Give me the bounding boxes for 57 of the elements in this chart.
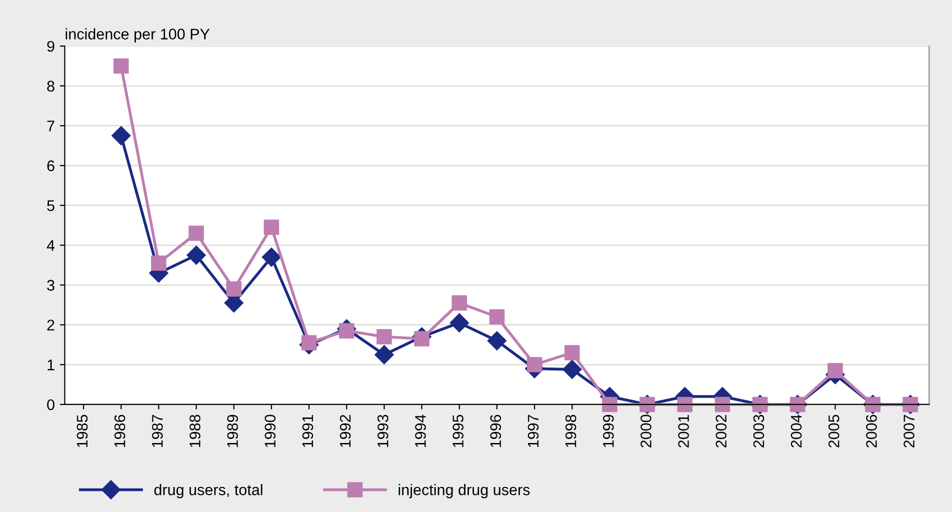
x-tick-label: 1988: [190, 414, 200, 448]
x-tick-label: 1985: [76, 414, 88, 448]
x-tick-label: 1986: [114, 414, 126, 448]
point: [264, 220, 280, 235]
point: [564, 345, 580, 360]
point: [450, 313, 469, 332]
point: [113, 58, 129, 74]
point: [186, 246, 206, 265]
point: [714, 396, 730, 412]
point: [677, 396, 692, 412]
x-tick-label: 1996: [490, 414, 502, 448]
point: [376, 329, 392, 344]
legend-label: injecting drug users: [398, 484, 530, 498]
point: [226, 281, 242, 297]
x-tick-label: 2007: [904, 414, 914, 448]
x-tick-label: 2004: [790, 414, 802, 448]
legend-label: drug users, total: [154, 484, 262, 498]
y-tick-label: 9: [47, 40, 54, 52]
y-tick-label: 2: [47, 320, 54, 330]
y-tick-label: 5: [47, 200, 54, 212]
y-tick-label: 3: [47, 280, 54, 291]
point: [602, 396, 618, 412]
x-tick-label: 1987: [152, 414, 163, 448]
y-tick-label: 6: [47, 160, 54, 172]
y-tick-label: 7: [47, 120, 54, 132]
y-axis-title: incidence per 100 PY: [66, 28, 210, 42]
x-tick-label: 1995: [452, 414, 464, 448]
x-tick-label: 1992: [340, 414, 351, 448]
x-tick-label: 1993: [377, 414, 388, 448]
point: [374, 345, 394, 364]
x-tick-label: 2006: [866, 414, 877, 448]
x-tick-label: 1991: [302, 414, 314, 448]
point: [487, 331, 506, 350]
y-tick-label: 1: [48, 360, 54, 370]
point: [188, 226, 204, 241]
x-tick-label: 2001: [678, 414, 689, 448]
point: [112, 126, 131, 146]
y-tick-label: 8: [47, 80, 54, 92]
point: [452, 295, 467, 311]
x-tick-label: 2005: [828, 414, 840, 448]
point: [562, 360, 582, 379]
x-tick-label: 1989: [227, 414, 238, 448]
y-tick-label: 0: [47, 399, 54, 410]
point: [489, 309, 505, 325]
x-tick-label: 1990: [264, 414, 276, 448]
point: [526, 357, 542, 372]
point: [828, 362, 843, 378]
x-tick-label: 1997: [528, 414, 539, 448]
x-tick-label: 2002: [716, 414, 727, 448]
point: [262, 248, 281, 267]
x-tick-label: 2000: [640, 414, 652, 448]
x-tick-label: 1998: [565, 414, 576, 448]
x-tick-label: 1994: [415, 414, 426, 448]
x-tick-label: 2003: [753, 414, 764, 448]
y-tick-label: 4: [46, 240, 55, 251]
point: [151, 255, 166, 271]
x-tick-label: 1999: [602, 414, 614, 448]
